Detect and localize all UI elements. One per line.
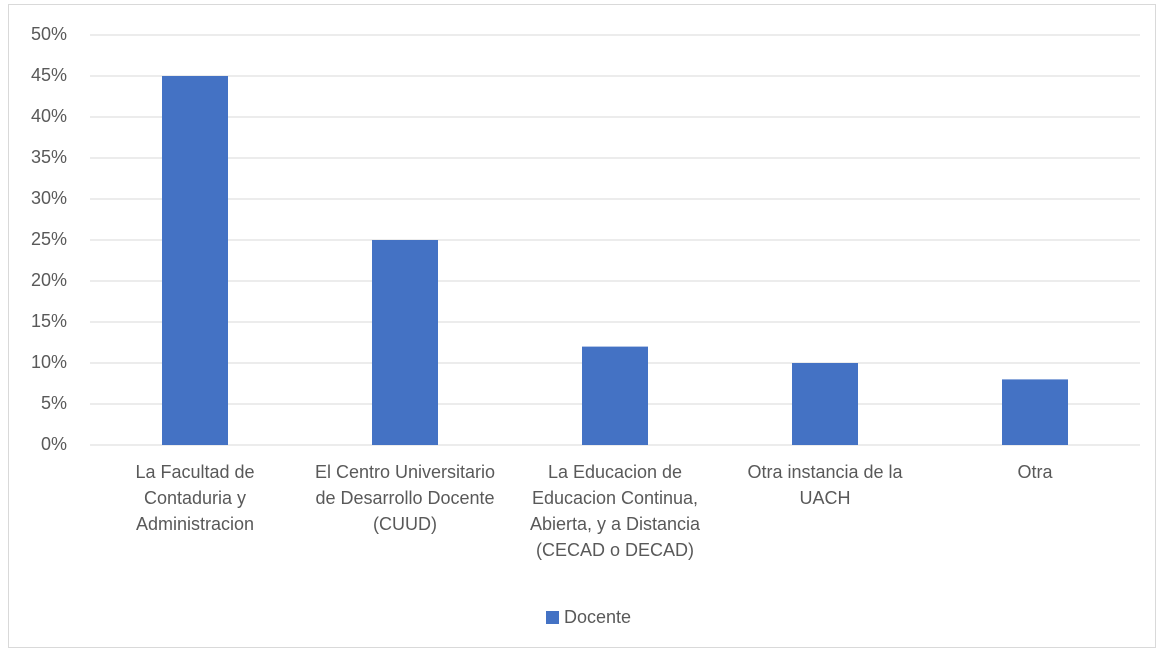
legend-label: Docente [564, 607, 631, 627]
x-tick-label: Otra [1017, 462, 1053, 482]
y-tick-label: 40% [31, 106, 67, 126]
x-tick-label: Otra instancia de la UACH [747, 462, 903, 508]
bar [582, 346, 648, 445]
legend-swatch [546, 611, 559, 624]
y-tick-label: 30% [31, 188, 67, 208]
x-tick-label: El Centro Universitario de Desarrollo Do… [314, 462, 496, 534]
y-tick-label: 35% [31, 147, 67, 167]
x-tick-label: La Educacion de Educacion Continua, Abie… [529, 462, 701, 560]
bar [792, 363, 858, 445]
x-tick-label: La Facultad de Contaduria y Administraci… [135, 462, 255, 534]
y-tick-label: 20% [31, 270, 67, 290]
y-tick-label: 25% [31, 229, 67, 249]
y-tick-label: 10% [31, 352, 67, 372]
y-tick-label: 5% [41, 393, 67, 413]
y-tick-label: 45% [31, 65, 67, 85]
y-tick-label: 15% [31, 311, 67, 331]
y-tick-label: 50% [31, 24, 67, 44]
y-tick-label: 0% [41, 434, 67, 454]
bar [162, 76, 228, 445]
bar [1002, 379, 1068, 445]
bar [372, 240, 438, 445]
